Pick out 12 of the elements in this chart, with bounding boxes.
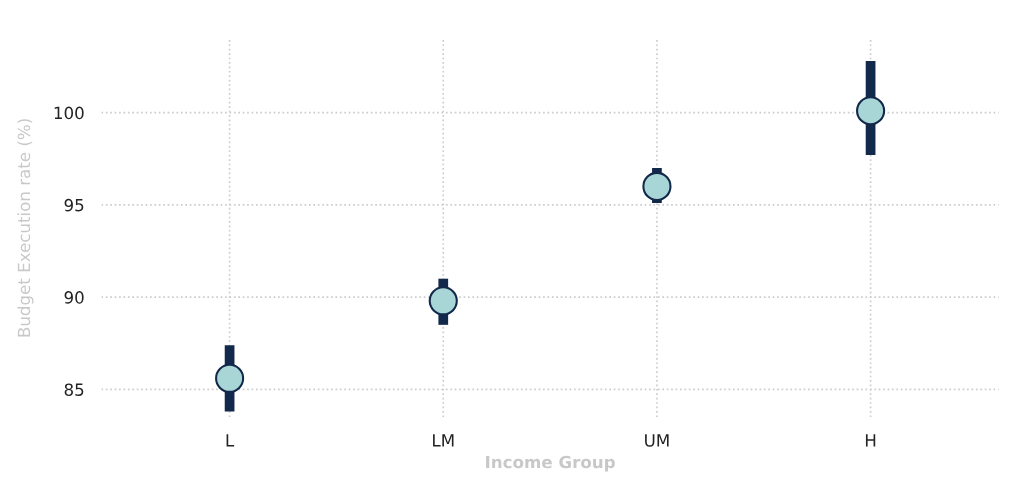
x-tick-label: H [865, 434, 876, 447]
y-tick-label: 85 [64, 383, 84, 396]
y-tick-label: 90 [64, 291, 84, 304]
point [856, 96, 886, 126]
x-tick-label: LM [433, 434, 454, 447]
y-tick-label: 100 [54, 106, 84, 120]
y-tick-label: 95 [64, 198, 84, 212]
x-tick-label: L [226, 434, 235, 447]
point [215, 363, 245, 393]
point [642, 171, 672, 202]
x-tick-label: UM [645, 434, 669, 447]
point [428, 286, 458, 316]
